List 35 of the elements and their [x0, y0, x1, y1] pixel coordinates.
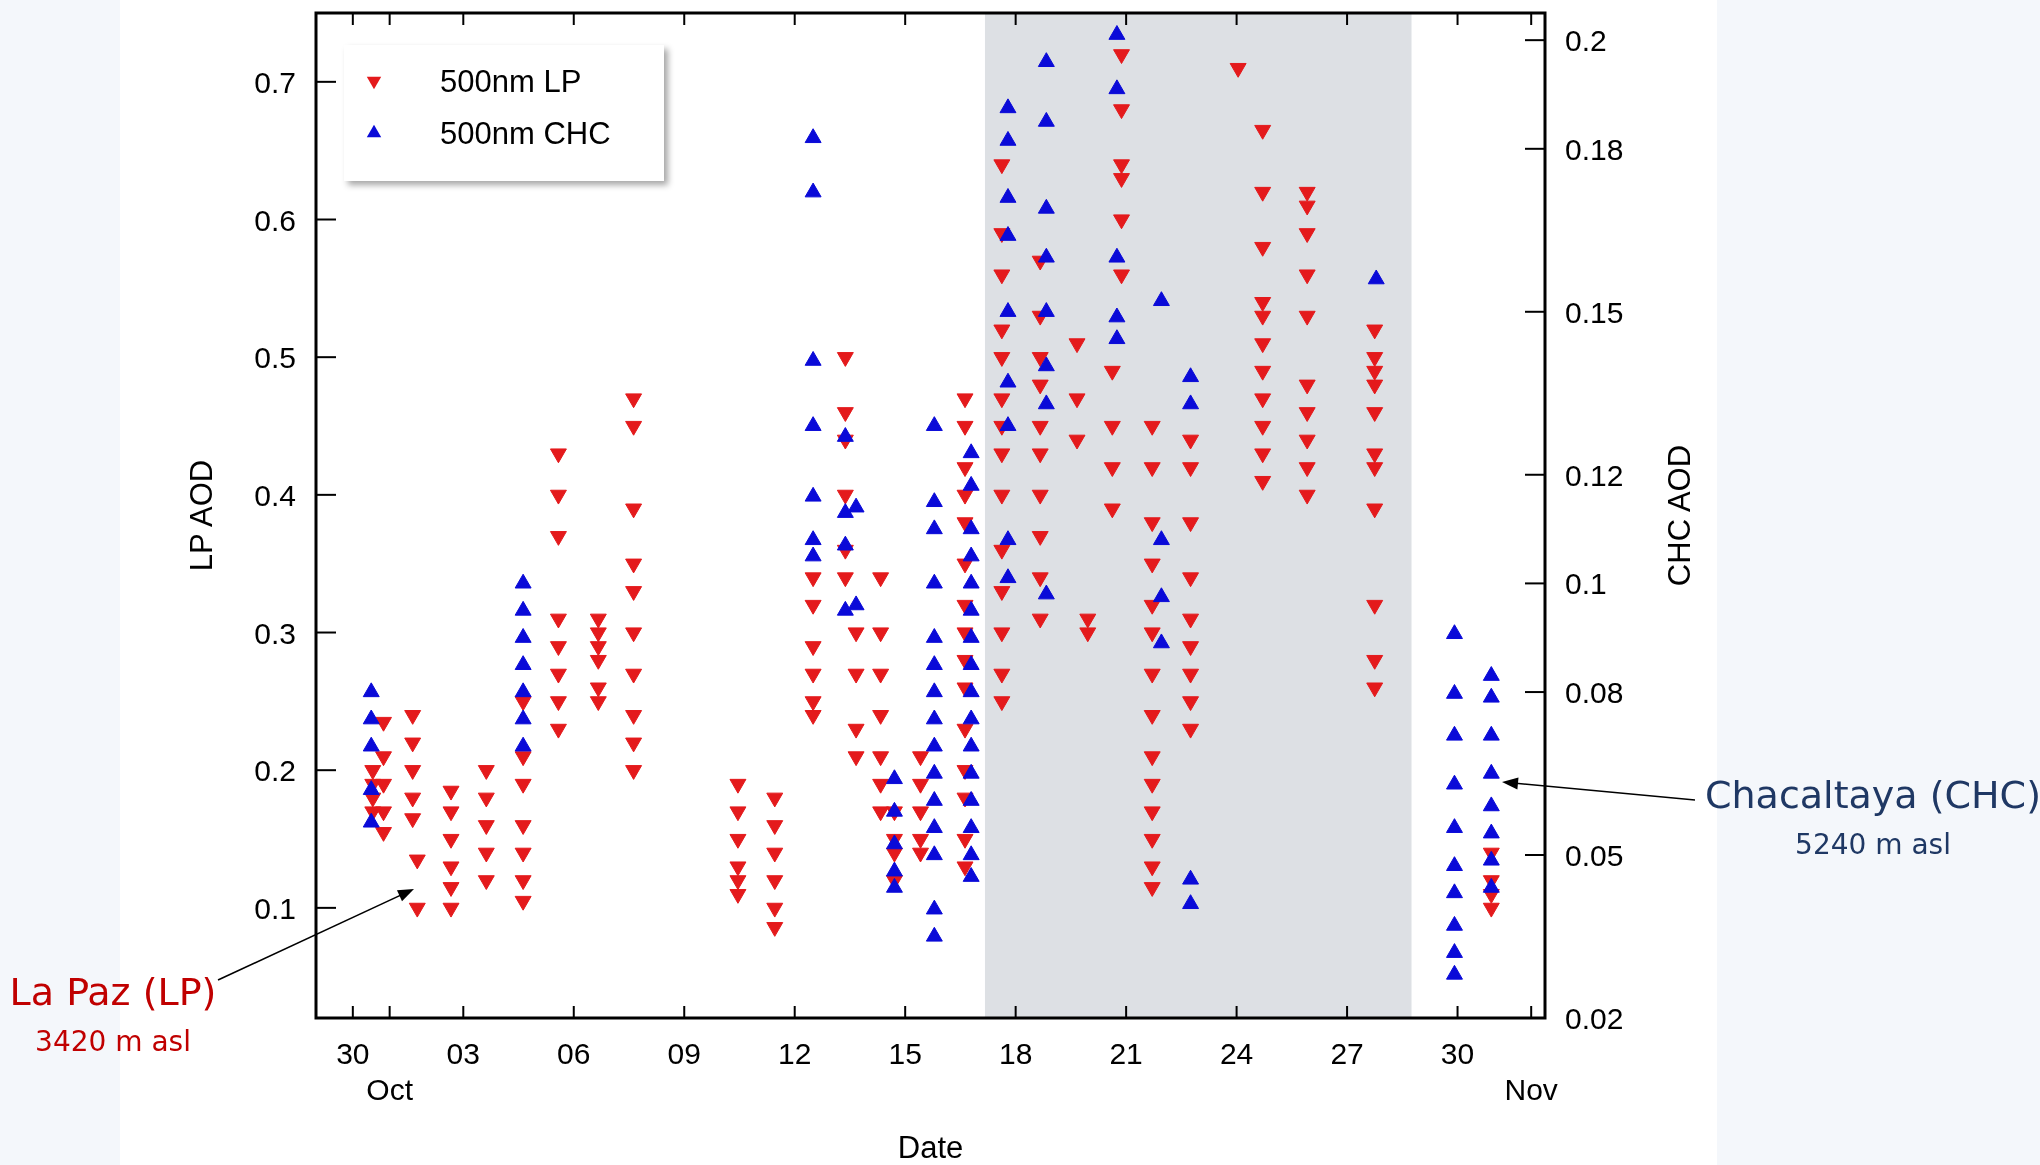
y-tick-label: 0.3 — [254, 616, 296, 650]
y2-tick-label: 0.12 — [1565, 458, 1624, 492]
x-tick-label: 09 — [667, 1037, 701, 1070]
y-tick-label: 0.5 — [254, 341, 296, 375]
y2-axis-title: CHC AOD — [1662, 444, 1697, 587]
text: Chacaltaya (CHC) 5240 m asl — [1705, 773, 2040, 861]
y-tick-label: 0.6 — [254, 203, 296, 237]
y-tick-label: 0.7 — [254, 65, 296, 99]
y2-tick-label: 0.02 — [1565, 1002, 1624, 1035]
text: La Paz (LP) 3420 m asl — [9, 970, 217, 1058]
x-tick-label: 27 — [1330, 1037, 1364, 1070]
x-tick-label: 21 — [1109, 1037, 1143, 1070]
y2-tick-label: 0.08 — [1565, 676, 1624, 710]
x-tick-label: 15 — [888, 1037, 922, 1070]
text: Oct — [366, 1073, 414, 1106]
y-tick-label: 0.2 — [254, 754, 296, 788]
y2-tick-label: 0.1 — [1565, 567, 1607, 601]
legend-label: 500nm CHC — [440, 116, 611, 151]
x-tick-label: 18 — [998, 1037, 1033, 1070]
x-tick-label: 12 — [778, 1037, 812, 1070]
x-tick-label: 06 — [557, 1037, 591, 1070]
y2-tick-label: 0.18 — [1565, 132, 1624, 166]
x-tick-label: 24 — [1219, 1037, 1254, 1070]
y-axis-title: LP AOD — [184, 459, 219, 572]
y2-tick-label: 0.15 — [1565, 295, 1624, 329]
x-axis-title: Date — [897, 1130, 964, 1165]
text: Nov — [1504, 1073, 1558, 1106]
legend-label: 500nm LP — [440, 64, 582, 99]
x-tick-label: 30 — [336, 1037, 370, 1070]
y2-tick-label: 0.05 — [1565, 839, 1624, 873]
y-tick-label: 0.4 — [254, 478, 296, 512]
y-tick-label: 0.1 — [254, 891, 296, 925]
x-tick-label: 30 — [1440, 1037, 1475, 1070]
y2-tick-label: 0.2 — [1565, 24, 1607, 58]
x-tick-label: 03 — [446, 1037, 480, 1070]
